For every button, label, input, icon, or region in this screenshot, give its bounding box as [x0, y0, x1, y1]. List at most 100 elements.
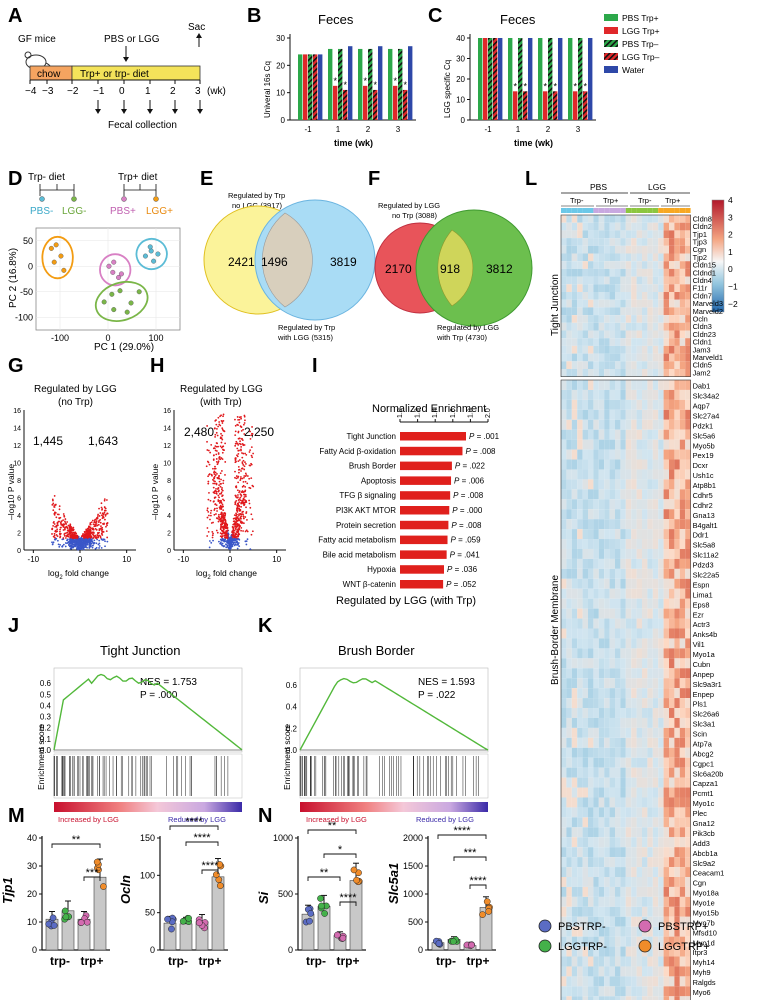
heatmap-cell	[598, 322, 605, 331]
heatmap-cell	[685, 315, 691, 323]
heatmap-gene-label: B4galt1	[693, 521, 718, 530]
dotplot-point	[61, 907, 69, 915]
volcano-point-sig	[245, 474, 248, 476]
volcano-point-sig	[99, 521, 102, 524]
heatmap-cell	[625, 777, 632, 788]
heatmap-group-bar	[679, 208, 686, 213]
volcano-point-sig	[240, 491, 243, 493]
volcano-point-sig	[212, 486, 215, 489]
heatmap-cell	[588, 906, 594, 917]
heatmap-cell	[631, 284, 637, 292]
bar-pbs-trp-	[548, 38, 553, 120]
heatmap-cell	[598, 399, 605, 410]
volcano-point-sig	[243, 476, 245, 479]
heatmap-cell	[593, 588, 599, 599]
heatmap-cell	[625, 245, 632, 254]
heatmap-cell	[598, 261, 605, 269]
heatmap-cell	[647, 253, 653, 262]
heatmap-cell	[609, 648, 615, 659]
heatmap-cell	[598, 668, 605, 679]
volcano-point-sig	[251, 484, 254, 487]
heatmap-cell	[679, 747, 686, 758]
heatmap-cell	[685, 588, 691, 599]
heatmap-cell	[593, 479, 599, 490]
gsea-rank-bar	[54, 802, 242, 812]
volcano-point	[83, 539, 86, 542]
heatmap-cell	[582, 777, 588, 788]
heatmap-cell	[652, 330, 659, 339]
heatmap-cell	[669, 727, 675, 738]
heatmap-cell	[625, 489, 632, 500]
volcano-point-sig	[222, 415, 224, 418]
volcano-point-sig	[103, 513, 105, 515]
heatmap-cell	[593, 996, 599, 1000]
heatmap-cell	[647, 315, 653, 323]
heatmap-lgg-label: LGG	[648, 182, 666, 192]
heatmap-cell	[566, 906, 572, 917]
enrichment-title: Normalized Enrichment	[372, 403, 486, 415]
heatmap-cell	[604, 499, 610, 510]
heatmap-cell	[566, 449, 572, 460]
volcano-point-sig	[234, 494, 237, 497]
heatmap-cell	[647, 817, 653, 828]
heatmap-cell	[663, 338, 669, 346]
heatmap-cell	[593, 499, 599, 510]
heatmap-cell	[625, 946, 632, 957]
volcano-point-sig	[218, 457, 221, 460]
heatmap-cell	[652, 284, 659, 292]
heatmap-cell	[652, 578, 659, 589]
heatmap-cell	[582, 215, 588, 223]
heatmap-cell	[593, 489, 599, 500]
heatmap-cell	[588, 253, 594, 262]
volcano-point-sig	[233, 514, 236, 517]
heatmap-cell	[571, 877, 578, 887]
heatmap-cell	[609, 548, 615, 559]
heatmap-cell	[620, 369, 626, 377]
heatmap-cell	[669, 429, 675, 440]
heatmap-cell	[571, 345, 578, 354]
heatmap-cell	[620, 548, 626, 559]
heatmap-cell	[685, 222, 691, 231]
volcano-point-sig	[63, 534, 66, 537]
heatmap-cell	[647, 747, 653, 758]
heatmap-cell	[663, 638, 669, 649]
heatmap-cell	[669, 409, 675, 420]
heatmap-cell	[642, 877, 648, 887]
enrichment-tick-label: 1.8	[467, 408, 474, 418]
heatmap-cell	[582, 867, 588, 877]
heatmap-cell	[561, 708, 567, 718]
x-tick-label: 1	[516, 125, 521, 134]
heatmap-cell	[669, 315, 675, 323]
volcano-point-sig	[53, 523, 56, 525]
significance-bracket	[51, 843, 101, 848]
heatmap-cell	[615, 638, 621, 649]
heatmap-cell	[620, 429, 626, 440]
heatmap-cell	[625, 261, 632, 269]
gsea-y-tick: 0.2	[286, 724, 298, 733]
heatmap-cell	[598, 608, 605, 619]
pca-point	[58, 253, 64, 259]
volcano-point-sig	[85, 530, 88, 533]
heatmap-cell	[620, 867, 626, 877]
heatmap-cell	[642, 996, 648, 1000]
volcano-point-sig	[55, 534, 58, 536]
heatmap-cell	[604, 489, 610, 500]
volcano-point	[93, 539, 96, 542]
heatmap-cell	[577, 469, 583, 480]
heatmap-cell	[636, 896, 642, 907]
volcano-point	[82, 538, 85, 541]
heatmap-cell	[685, 628, 691, 639]
heatmap-cell	[674, 509, 680, 520]
volcano-point-sig	[56, 528, 59, 531]
heatmap-cell	[658, 409, 664, 420]
volcano-point-sig	[218, 518, 221, 521]
venn-e-right-value: 3819	[330, 255, 357, 269]
heatmap-cell	[647, 479, 653, 490]
heatmap-cell	[625, 399, 632, 410]
heatmap-cell	[631, 628, 637, 639]
dotplot-point	[318, 902, 325, 910]
heatmap-cell	[652, 926, 659, 937]
heatmap-cell	[685, 737, 691, 748]
gsea-y-tick: 0.2	[40, 724, 52, 733]
heatmap-cell	[647, 608, 653, 619]
